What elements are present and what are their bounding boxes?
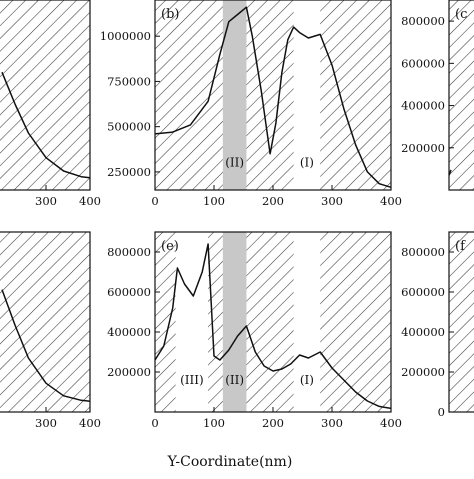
series-line bbox=[154, 243, 392, 410]
y-tick-label: 400000 bbox=[107, 325, 151, 339]
y-tick-label: 400000 bbox=[401, 325, 445, 339]
x-tick-label: 400 bbox=[79, 194, 101, 208]
x-tick-label: 100 bbox=[203, 416, 225, 430]
panel-2: 200000 400000 600000 800000 (c bbox=[401, 0, 474, 191]
shaded-band bbox=[222, 0, 247, 190]
plot-frame bbox=[0, 0, 91, 191]
y-tick-label: 800000 bbox=[107, 245, 151, 259]
x-tick-label: 100 bbox=[203, 194, 225, 208]
panel-label: (e) bbox=[161, 239, 179, 254]
hatch-background bbox=[449, 232, 474, 412]
y-tick-label: 200000 bbox=[401, 141, 445, 155]
region-label: (III) bbox=[180, 373, 204, 387]
x-axis-label: Y-Coordinate(nm) bbox=[167, 454, 293, 470]
hatch-background bbox=[449, 0, 474, 190]
region-label: (II) bbox=[225, 155, 244, 169]
y-tick-label: 600000 bbox=[401, 285, 445, 299]
x-tick-label: 300 bbox=[321, 194, 343, 208]
x-tick-label: 400 bbox=[380, 194, 402, 208]
y-tick-label: 800000 bbox=[401, 245, 445, 259]
series-line bbox=[1, 71, 91, 179]
x-tick-label: 400 bbox=[380, 416, 402, 430]
region-band bbox=[175, 232, 209, 412]
y-tick-label: 600000 bbox=[401, 56, 445, 70]
x-tick-label: 400 bbox=[79, 416, 101, 430]
region-label: (I) bbox=[300, 373, 314, 387]
panel-5: 0 200000 400000 600000 800000 (f bbox=[401, 231, 474, 419]
y-tick-label: 1000000 bbox=[100, 29, 151, 43]
y-tick-label: 0 bbox=[438, 405, 445, 419]
x-tick-label: 200 bbox=[262, 194, 284, 208]
y-tick-label: 500000 bbox=[107, 120, 151, 134]
panel-1: (II) (I) 0 100 200 300 400 250000 500000 750000 10… bbox=[100, 0, 402, 208]
y-tick-label: 250000 bbox=[107, 165, 151, 179]
series-line bbox=[1, 289, 91, 402]
shaded-band bbox=[222, 232, 247, 412]
y-tick-label: 200000 bbox=[401, 365, 445, 379]
plot-frame bbox=[448, 231, 474, 413]
y-tick-label: 600000 bbox=[107, 285, 151, 299]
y-tick-label: 800000 bbox=[401, 14, 445, 28]
region-band bbox=[293, 232, 321, 412]
x-tick-label: 300 bbox=[35, 416, 57, 430]
x-tick-label: 300 bbox=[35, 194, 57, 208]
y-tick-label: 200000 bbox=[107, 365, 151, 379]
region-label: (I) bbox=[300, 155, 314, 169]
hatch-background bbox=[155, 0, 391, 190]
x-tick-label: 300 bbox=[321, 416, 343, 430]
plot-frame bbox=[448, 0, 474, 191]
y-tick-label: 750000 bbox=[107, 74, 151, 88]
hatch-background bbox=[0, 0, 90, 190]
panel-label: (b) bbox=[161, 7, 179, 22]
series-line bbox=[154, 6, 392, 189]
x-tick-label: 0 bbox=[151, 416, 158, 430]
panel-label: (c bbox=[455, 7, 467, 22]
region-label: (II) bbox=[225, 373, 244, 387]
y-tick-label: 400000 bbox=[401, 99, 445, 113]
panel-4: (III) (II) (I) 0 100 200 300 400 200000 400000 600… bbox=[107, 231, 402, 430]
plot-frame bbox=[0, 231, 91, 413]
panel-label: (f bbox=[455, 239, 466, 254]
x-tick-label: 0 bbox=[151, 194, 158, 208]
x-tick-label: 200 bbox=[262, 416, 284, 430]
